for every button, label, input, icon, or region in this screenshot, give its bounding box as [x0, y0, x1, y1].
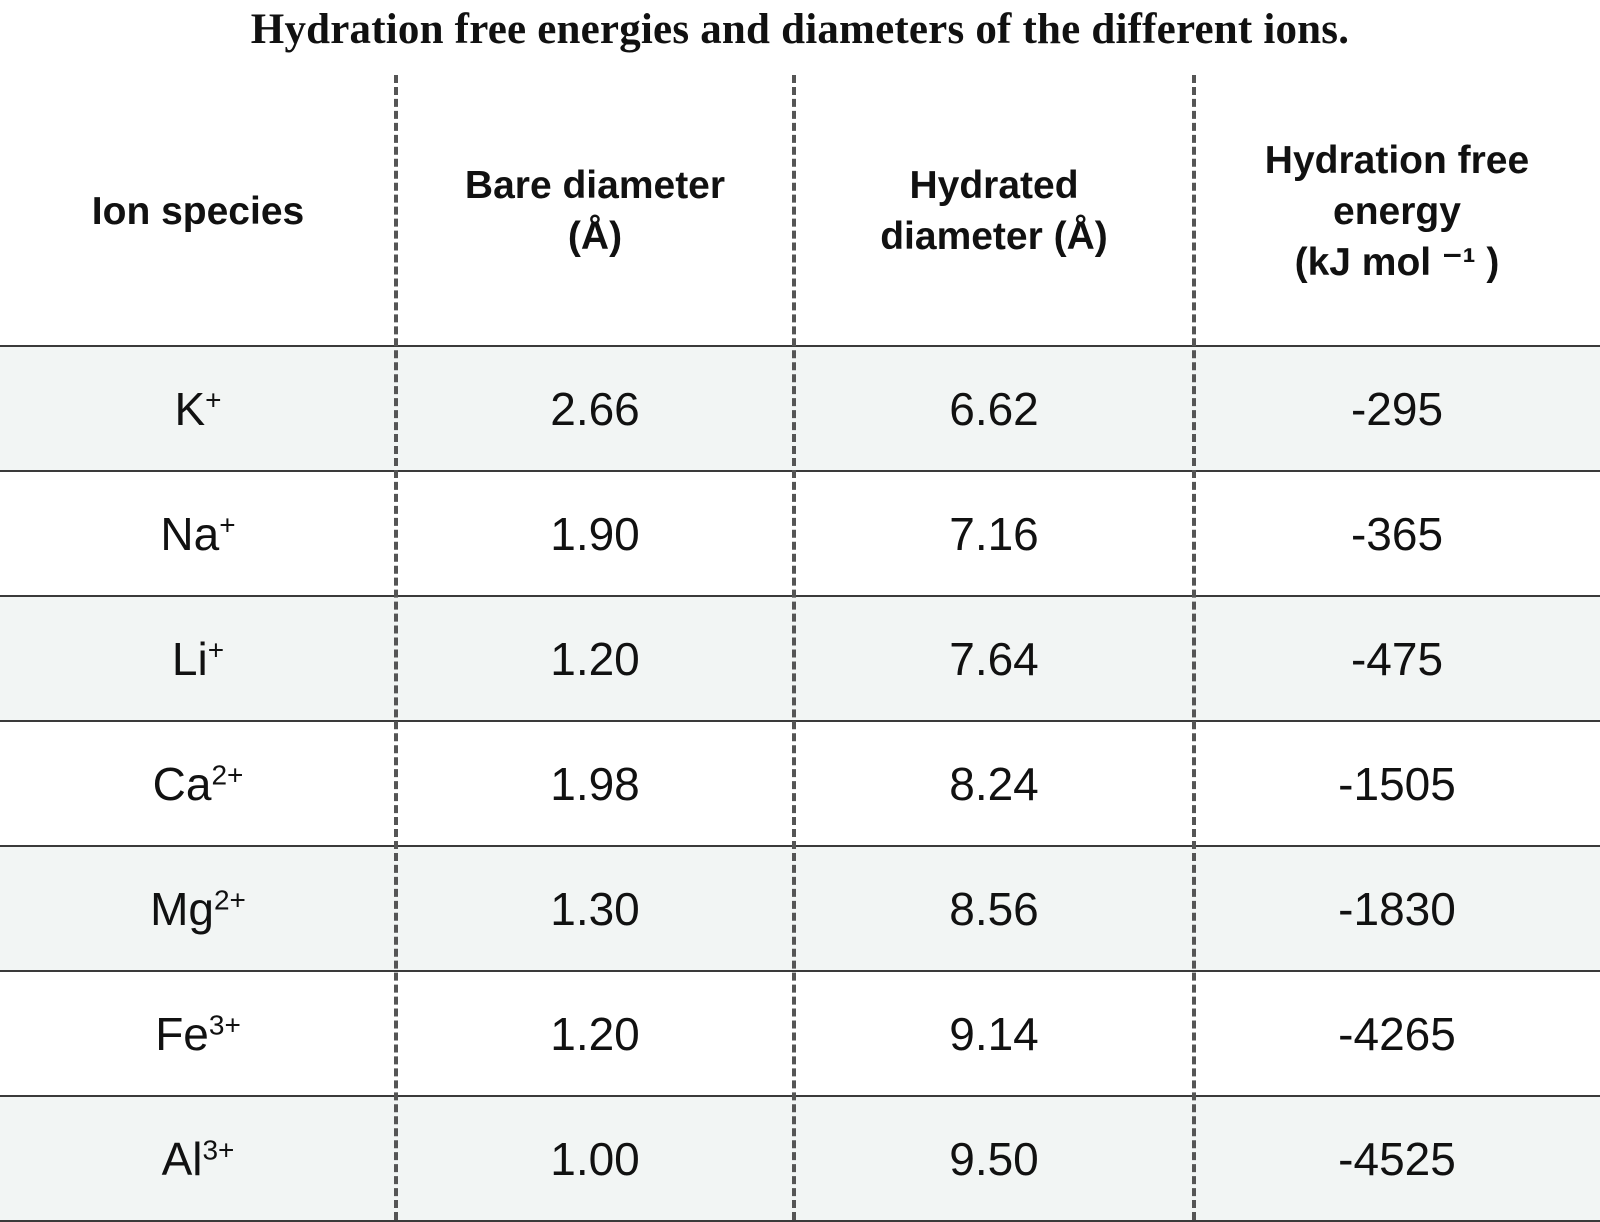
ion-species-cell: Li+: [0, 597, 396, 720]
hydrated-diameter-cell: 8.56: [949, 882, 1039, 935]
header-line: energy: [1333, 189, 1461, 233]
hydration-energy-cell: -295: [1350, 382, 1444, 435]
ion-symbol: Li: [171, 632, 208, 685]
header-line: Bare diameter: [464, 164, 726, 207]
column-divider: [1192, 75, 1196, 1220]
table-row: Fe3+ 1.20 9.14 -4265: [0, 972, 1600, 1097]
table-row: K+ 2.66 6.62 -295: [0, 345, 1600, 472]
ion-symbol: Mg: [150, 882, 214, 935]
hydration-energy-cell: -365: [1350, 507, 1444, 560]
ion-symbol: Na: [160, 507, 220, 560]
ion-species-cell: Mg2+: [0, 847, 396, 970]
hydrated-diameter-cell: 9.50: [949, 1132, 1039, 1185]
hydrated-diameter-cell: 8.24: [949, 757, 1039, 810]
header-bare-diameter: Bare diameter (Å): [396, 75, 794, 347]
ion-symbol: Al: [161, 1132, 203, 1185]
header-hydration-free-energy: Hydration free energy (kJ mol ⁻¹ ): [1194, 75, 1600, 347]
ion-charge: +: [205, 384, 222, 416]
hydration-energy-cell: -1830: [1338, 882, 1456, 935]
ion-charge: +: [207, 634, 225, 666]
header-line: Ion species: [91, 189, 305, 233]
bare-diameter-cell: 1.30: [550, 882, 640, 935]
table-row: Na+ 1.90 7.16 -365: [0, 472, 1600, 597]
hydration-energy-cell: -475: [1350, 632, 1444, 685]
ion-symbol: Ca: [152, 757, 212, 810]
ion-species-cell: Al3+: [0, 1097, 396, 1220]
bare-diameter-cell: 2.66: [550, 382, 640, 435]
ion-species-cell: Fe3+: [0, 972, 396, 1095]
header-hydrated-diameter: Hydrated diameter (Å): [794, 75, 1194, 347]
ion-symbol: K: [174, 382, 206, 435]
table-row: Al3+ 1.00 9.50 -4525: [0, 1097, 1600, 1222]
ion-charge: +: [219, 509, 236, 541]
bare-diameter-cell: 1.00: [550, 1132, 640, 1185]
header-ion-species: Ion species: [0, 75, 396, 347]
header-line: Hydrated: [909, 164, 1079, 207]
column-divider: [792, 75, 796, 1220]
ion-charge: 2+: [211, 759, 244, 791]
ion-species-cell: Ca2+: [0, 722, 396, 845]
table-row: Li+ 1.20 7.64 -475: [0, 597, 1600, 722]
header-line: (Å): [567, 215, 623, 258]
table-title: Hydration free energies and diameters of…: [250, 6, 1350, 53]
hydrated-diameter-cell: 7.64: [949, 632, 1039, 685]
header-row: Ion species Bare diameter (Å) Hydrated d…: [0, 75, 1600, 347]
bare-diameter-cell: 1.90: [550, 507, 640, 560]
ion-charge: 2+: [213, 884, 246, 916]
hydration-energy-cell: -4525: [1338, 1132, 1456, 1185]
hydration-energy-cell: -4265: [1338, 1007, 1456, 1060]
column-divider: [394, 75, 398, 1220]
ion-species-cell: Na+: [0, 472, 396, 595]
header-line: (kJ mol ⁻¹ ): [1294, 240, 1500, 284]
bare-diameter-cell: 1.20: [550, 632, 640, 685]
table-row: Mg2+ 1.30 8.56 -1830: [0, 847, 1600, 972]
table-row: Ca2+ 1.98 8.24 -1505: [0, 722, 1600, 847]
ion-symbol: Fe: [155, 1007, 209, 1060]
hydrated-diameter-cell: 6.62: [949, 382, 1039, 435]
header-line: diameter (Å): [880, 215, 1108, 258]
bare-diameter-cell: 1.20: [550, 1007, 640, 1060]
header-line: Hydration free: [1264, 138, 1530, 182]
hydrated-diameter-cell: 7.16: [949, 507, 1039, 560]
ion-charge: 3+: [202, 1134, 235, 1166]
bare-diameter-cell: 1.98: [550, 757, 640, 810]
ion-species-cell: K+: [0, 347, 396, 470]
hydration-energy-cell: -1505: [1338, 757, 1456, 810]
ion-table: Ion species Bare diameter (Å) Hydrated d…: [0, 75, 1600, 1222]
hydrated-diameter-cell: 9.14: [949, 1007, 1039, 1060]
ion-charge: 3+: [208, 1009, 241, 1041]
